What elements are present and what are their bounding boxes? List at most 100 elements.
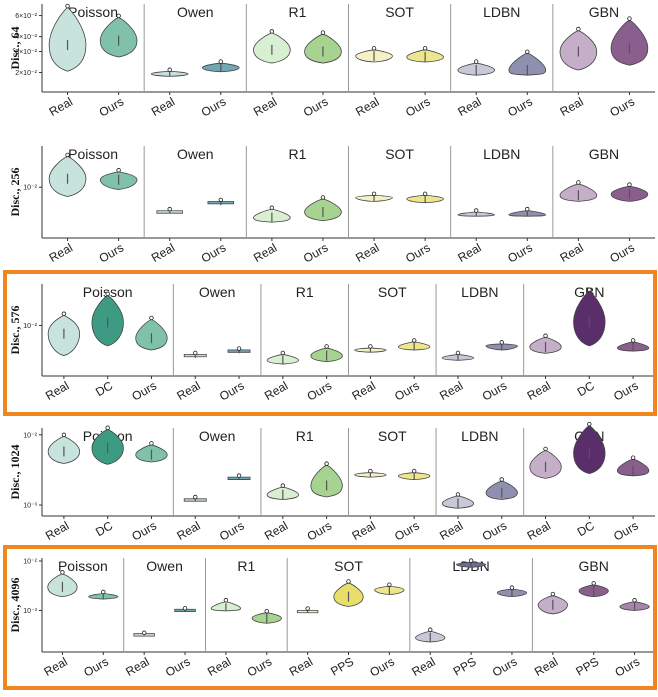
category-label: Real	[287, 654, 315, 678]
group-title: LDBN	[483, 4, 520, 20]
category-label: Ours	[305, 518, 335, 543]
outlier-point	[105, 425, 110, 430]
group-title: GBN	[589, 146, 619, 162]
outlier-point	[576, 26, 581, 32]
outlier-point	[65, 3, 70, 9]
group-owen: Owen Real Ours	[172, 284, 251, 404]
outlier-point	[525, 49, 530, 54]
category-label: Ours	[505, 240, 535, 265]
row-label: Disc., 1024	[8, 445, 22, 500]
category-label: Ours	[301, 240, 331, 265]
category-label: Real	[409, 654, 437, 678]
category-label: Real	[123, 654, 151, 678]
outlier-point	[627, 182, 632, 187]
group-title: SOT	[378, 428, 407, 444]
category-label: Ours	[480, 518, 510, 543]
category-label: Ours	[97, 240, 127, 265]
category-label: Real	[43, 518, 71, 542]
category-label: Real	[174, 378, 202, 402]
category-label: Ours	[392, 378, 422, 403]
violin-poisson-real	[48, 7, 87, 72]
group-title: LDBN	[461, 428, 498, 444]
outlier-point	[167, 206, 172, 212]
group-title: R1	[288, 146, 306, 162]
group-title: R1	[296, 284, 314, 300]
outlier-point	[105, 291, 110, 297]
row-label: Disc., 64	[8, 27, 22, 70]
outlier-point	[60, 570, 65, 575]
group-ldbn: LDBNRealPPSOurs	[409, 558, 528, 680]
group-r1: R1 Real Ours	[260, 428, 343, 544]
category-label: Ours	[403, 240, 433, 265]
panel-5: Disc., 4096 10⁻³ 10⁻² Poisson Real Ours Owen Re…	[8, 558, 655, 680]
category-label: Real	[557, 240, 585, 264]
category-label: DC	[575, 518, 597, 539]
group-owen: Owen Real Ours	[143, 146, 235, 266]
outlier-point	[591, 581, 596, 586]
category-label: Real	[350, 518, 378, 542]
outlier-point	[218, 197, 223, 203]
category-label: Ours	[217, 378, 247, 403]
category-label: Ours	[199, 94, 229, 119]
y-tick-label: 10⁻²	[23, 559, 37, 566]
outlier-point	[236, 473, 242, 478]
group-title: LDBN	[461, 284, 498, 300]
outlier-point	[280, 483, 286, 488]
outlier-point	[61, 432, 67, 438]
category-label: Real	[149, 94, 177, 118]
group-r1: R1 Real Ours	[260, 284, 343, 404]
group-gbn: GBN Real Ours	[552, 146, 649, 266]
category-label: Real	[262, 378, 290, 402]
outlier-point	[320, 195, 326, 200]
outlier-point	[218, 59, 223, 64]
group-title: GBN	[579, 558, 609, 574]
outlier-point	[630, 338, 636, 343]
outlier-point	[411, 468, 417, 474]
outlier-point	[468, 558, 474, 563]
category-label: Ours	[217, 518, 247, 543]
outlier-point	[630, 455, 636, 460]
category-label: Ours	[129, 518, 159, 543]
group-sot: SOT Real Ours	[348, 428, 431, 544]
outlier-point	[499, 477, 504, 482]
group-poisson: PoissonRealDCOurs	[43, 284, 168, 404]
outlier-point	[632, 598, 637, 603]
outlier-point	[61, 311, 67, 316]
group-poisson: Poisson Real Ours	[42, 558, 119, 680]
category-label: DC	[93, 378, 115, 399]
group-owen: Owen Real Ours	[143, 4, 240, 120]
outlier-point	[320, 30, 326, 35]
outlier-point	[280, 350, 286, 356]
group-r1: R1 Real Ours	[245, 146, 342, 266]
category-label: DC	[575, 378, 597, 399]
category-label: Ours	[505, 94, 535, 119]
category-label: DC	[93, 518, 115, 539]
outlier-point	[543, 446, 548, 452]
category-label: Real	[350, 378, 378, 402]
category-label: Ours	[611, 518, 641, 543]
category-label: Real	[251, 94, 279, 118]
outlier-point	[455, 350, 461, 356]
group-title: Poisson	[68, 4, 118, 20]
category-label: Ours	[305, 378, 335, 403]
group-sot: SOT Real Ours	[348, 284, 431, 404]
group-title: SOT	[385, 4, 414, 20]
category-label: Ours	[301, 94, 331, 119]
outlier-point	[149, 441, 154, 446]
violin-ldbn-ours	[508, 52, 547, 76]
outlier-point	[411, 338, 417, 343]
category-label: Real	[47, 94, 75, 118]
outlier-point	[428, 627, 433, 632]
y-tick-label: 3×10⁻²	[15, 49, 37, 56]
outlier-point	[550, 591, 556, 597]
outlier-point	[422, 191, 428, 196]
outlier-point	[543, 333, 548, 338]
outlier-point	[587, 421, 592, 427]
group-r1: R1 Real Ours	[204, 558, 282, 680]
category-label: Real	[353, 94, 381, 118]
outlier-point	[193, 350, 198, 356]
category-label: Real	[353, 240, 381, 264]
highlight-frame	[3, 545, 657, 690]
outlier-point	[324, 461, 329, 466]
outlier-point	[116, 168, 121, 173]
